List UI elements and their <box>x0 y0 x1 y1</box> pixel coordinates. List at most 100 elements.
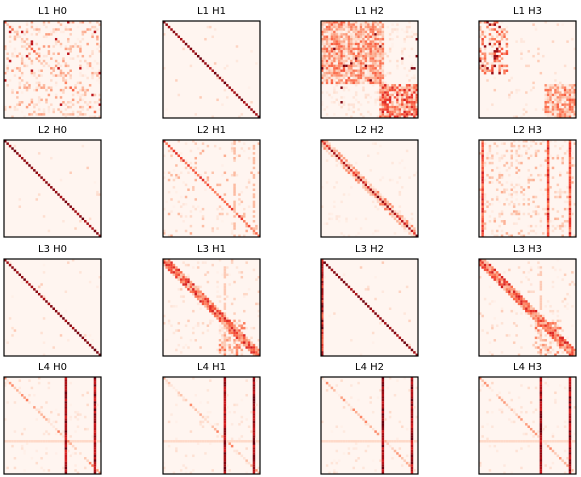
heatmap-cell <box>510 200 513 204</box>
heatmap-cell <box>240 420 244 424</box>
heatmap-cell <box>563 86 567 89</box>
heatmap-cell <box>35 440 38 443</box>
heatmap-cell <box>359 79 363 82</box>
heatmap-cell <box>204 440 207 443</box>
heatmap-cell <box>347 23 351 26</box>
heatmap-cell <box>40 406 43 409</box>
heatmap-cell <box>510 181 513 184</box>
heatmap-cell <box>371 84 375 87</box>
heatmap-cell <box>568 386 572 390</box>
heatmap-cell <box>216 430 219 433</box>
heatmap-cell <box>28 164 31 167</box>
heatmap-cell <box>357 50 360 53</box>
heatmap-cell <box>64 79 68 82</box>
heatmap-cell <box>369 186 372 189</box>
heatmap-cell <box>52 69 55 72</box>
heatmap-cell <box>401 59 404 63</box>
heatmap-cell <box>396 96 399 99</box>
heatmap-cell <box>257 171 261 174</box>
heatmap-cell <box>37 84 41 87</box>
heatmap-cell <box>362 28 365 31</box>
heatmap-cell <box>566 113 569 116</box>
heatmap-cell <box>194 166 197 170</box>
heatmap-cell <box>233 341 236 344</box>
heatmap-cell <box>381 113 385 116</box>
heatmap-cell <box>30 59 34 63</box>
panel-title: L2 H2 <box>355 125 384 136</box>
heatmap-cell <box>71 88 75 92</box>
heatmap-cell <box>64 423 68 426</box>
heatmap-cell <box>20 45 24 48</box>
heatmap-cell <box>393 217 397 221</box>
heatmap-cell <box>568 408 572 411</box>
heatmap-cell <box>240 353 244 357</box>
heatmap-cell <box>30 440 34 443</box>
heatmap-cell <box>500 322 504 325</box>
heatmap-cell <box>47 440 51 443</box>
heatmap-cell <box>571 91 574 94</box>
heatmap-cell <box>328 52 331 55</box>
heatmap-cell <box>381 86 385 89</box>
heatmap-cell <box>527 207 530 211</box>
heatmap-cell <box>321 205 324 208</box>
heatmap-cell <box>568 113 572 116</box>
heatmap-cell <box>62 57 65 60</box>
heatmap-cell <box>184 471 188 475</box>
heatmap-cell <box>546 331 550 335</box>
heatmap-cell <box>213 28 217 31</box>
heatmap-cell <box>235 334 239 337</box>
heatmap-cell <box>321 275 324 279</box>
heatmap-cell <box>342 40 346 43</box>
heatmap-cell <box>323 144 326 148</box>
heatmap-cell <box>325 28 329 31</box>
heatmap-cell <box>40 283 43 286</box>
heatmap-cell <box>386 88 389 92</box>
heatmap-cell <box>37 69 41 72</box>
heatmap-cell <box>172 178 176 182</box>
heatmap-cell <box>321 309 324 313</box>
heatmap-cell <box>401 108 404 111</box>
heatmap-cell <box>204 297 207 301</box>
heatmap-cell <box>393 105 397 109</box>
heatmap-cell <box>323 81 326 85</box>
heatmap-cell <box>79 81 82 85</box>
heatmap-cell <box>221 314 224 318</box>
heatmap-cell <box>30 25 34 29</box>
heatmap-cell <box>345 33 348 36</box>
heatmap-cell <box>566 346 569 349</box>
heatmap-cell <box>359 25 363 29</box>
heatmap-cell <box>481 229 484 233</box>
heatmap-cell <box>520 447 523 450</box>
heatmap-cell <box>568 200 572 204</box>
heatmap-cell <box>23 440 26 443</box>
heatmap-cell <box>238 193 241 196</box>
heatmap-cell <box>374 50 377 53</box>
heatmap-cell <box>488 386 492 390</box>
heatmap-cell <box>233 324 236 327</box>
heatmap-cell <box>539 283 543 286</box>
heatmap-cell <box>566 442 569 445</box>
heatmap-cell <box>376 45 380 48</box>
heatmap-cell <box>175 437 178 441</box>
heatmap-cell <box>342 96 346 99</box>
heatmap-cell <box>228 353 231 357</box>
heatmap-cell <box>379 69 382 72</box>
heatmap-cell <box>493 234 497 238</box>
heatmap-cell <box>98 45 102 48</box>
heatmap-cell <box>47 64 51 68</box>
heatmap-cell <box>245 103 248 106</box>
heatmap-cell <box>546 149 550 153</box>
heatmap-cell <box>413 88 416 92</box>
heatmap-cell <box>223 386 227 390</box>
heatmap-cell <box>534 386 538 390</box>
heatmap-cell <box>498 71 501 75</box>
heatmap-cell <box>369 37 372 41</box>
heatmap-cell <box>163 314 166 318</box>
heatmap-cell <box>539 454 543 458</box>
heatmap-cell <box>381 415 385 419</box>
heatmap-cell <box>388 108 392 111</box>
heatmap-cell <box>354 98 358 102</box>
heatmap-cell <box>503 28 506 31</box>
heatmap-cell <box>364 59 368 63</box>
heatmap-cell <box>337 23 341 26</box>
